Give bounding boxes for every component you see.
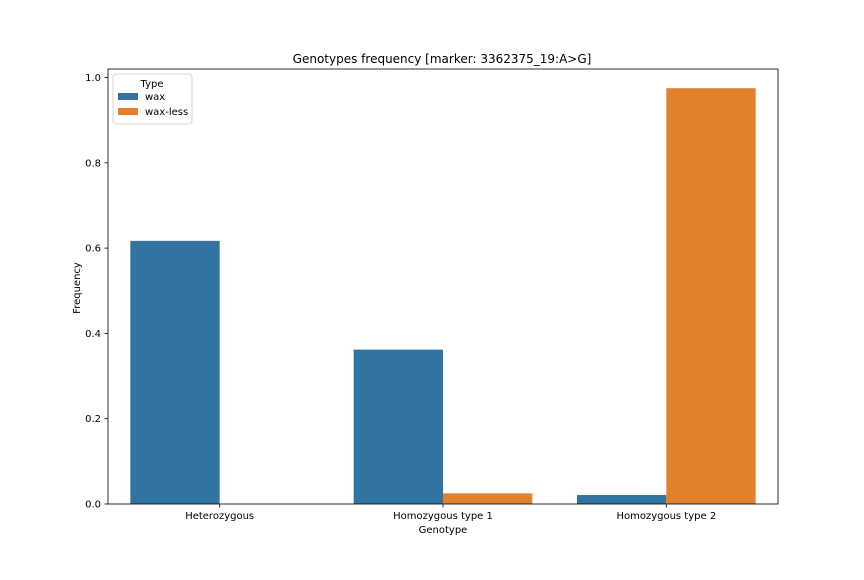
x-axis-label: Genotype — [419, 525, 468, 536]
x-tick-label: Homozygous type 2 — [616, 511, 716, 522]
y-tick-label: 0.6 — [85, 244, 101, 255]
bar-wax-2 — [577, 495, 667, 504]
bar-wax-less-2 — [666, 88, 756, 505]
bars-group — [130, 88, 756, 505]
y-tick-label: 0.8 — [85, 158, 101, 169]
x-tick-label: Homozygous type 1 — [393, 511, 493, 522]
chart-title: Genotypes frequency [marker: 3362375_19:… — [293, 52, 592, 66]
y-tick-label: 0.0 — [85, 500, 101, 511]
bar-wax-0 — [130, 240, 220, 504]
legend-swatch-wax-less — [118, 108, 138, 115]
y-tick-label: 0.2 — [85, 414, 101, 425]
bar-wax-less-1 — [443, 493, 533, 504]
x-tick-label: Heterozygous — [185, 511, 254, 522]
legend: Type wax wax-less — [112, 73, 193, 125]
y-axis: 0.0 0.2 0.4 0.6 0.8 1.0 — [85, 73, 108, 511]
y-axis-label: Frequency — [72, 262, 83, 314]
y-tick-label: 0.4 — [85, 329, 101, 340]
x-axis: Heterozygous Homozygous type 1 Homozygous … — [185, 504, 716, 522]
y-tick-label: 1.0 — [85, 73, 101, 84]
legend-label-wax: wax — [145, 92, 165, 103]
legend-swatch-wax — [118, 93, 138, 100]
bar-wax-1 — [353, 349, 443, 504]
legend-label-wax-less: wax-less — [145, 107, 188, 118]
legend-title: Type — [140, 79, 164, 90]
